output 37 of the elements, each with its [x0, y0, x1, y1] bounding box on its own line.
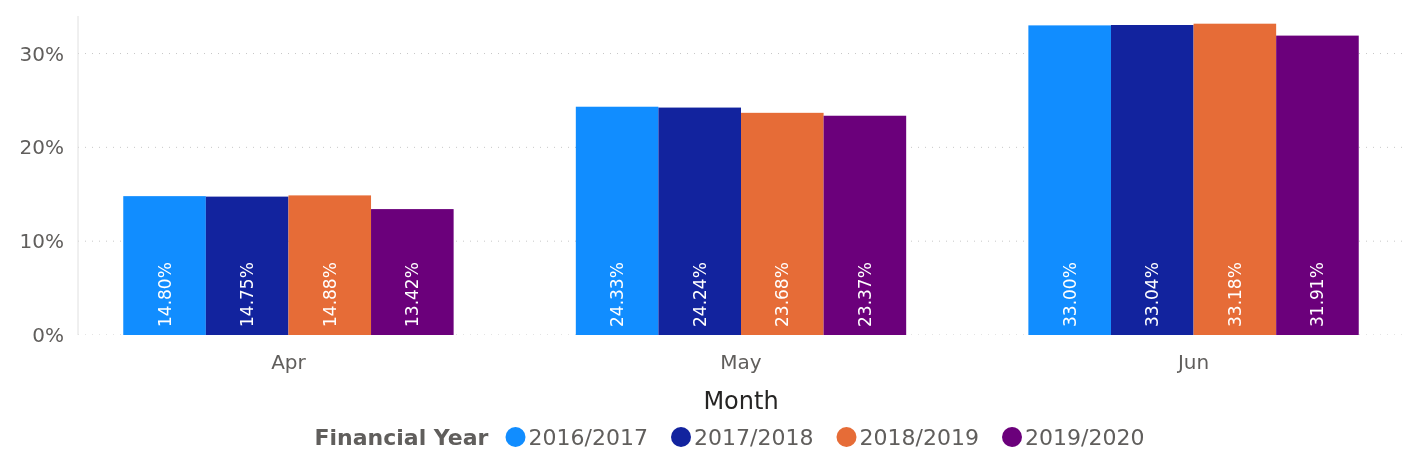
x-axis-title: Month [703, 387, 779, 415]
bar [1028, 25, 1111, 335]
data-label: 23.68% [772, 262, 793, 327]
data-label: 31.91% [1307, 262, 1328, 327]
bar [371, 209, 454, 335]
x-tick-label: May [720, 350, 762, 374]
legend-label: 2019/2020 [1025, 424, 1145, 450]
data-label: 14.75% [237, 262, 258, 327]
legend-label: 2017/2018 [694, 424, 814, 450]
legend-label: 2016/2017 [528, 424, 648, 450]
y-tick-label: 20% [19, 135, 64, 160]
y-tick-label: 10% [19, 229, 64, 254]
legend-label: 2018/2019 [859, 424, 979, 450]
data-label: 13.42% [402, 262, 423, 327]
data-label: 33.04% [1142, 262, 1163, 327]
data-label: 24.33% [607, 262, 628, 327]
data-label: 33.18% [1224, 262, 1245, 327]
bar [123, 196, 206, 335]
data-label: 24.24% [689, 262, 710, 327]
legend-title: Financial Year [314, 424, 489, 450]
y-tick-label: 0% [32, 323, 64, 347]
bar [288, 195, 372, 335]
y-tick-label: 30% [19, 41, 64, 66]
data-label: 33.00% [1059, 262, 1080, 327]
bar [1110, 25, 1194, 335]
bar [205, 196, 289, 335]
x-tick-label: Apr [271, 350, 307, 374]
data-label: 14.80% [154, 262, 175, 327]
bar [575, 106, 659, 335]
data-label: 23.37% [854, 262, 875, 327]
bar [823, 115, 907, 335]
data-label: 14.88% [319, 262, 340, 327]
bar [658, 107, 741, 335]
bar [1276, 35, 1359, 335]
bar [741, 112, 824, 335]
bar [1193, 23, 1277, 335]
x-tick-label: Jun [1175, 350, 1210, 374]
